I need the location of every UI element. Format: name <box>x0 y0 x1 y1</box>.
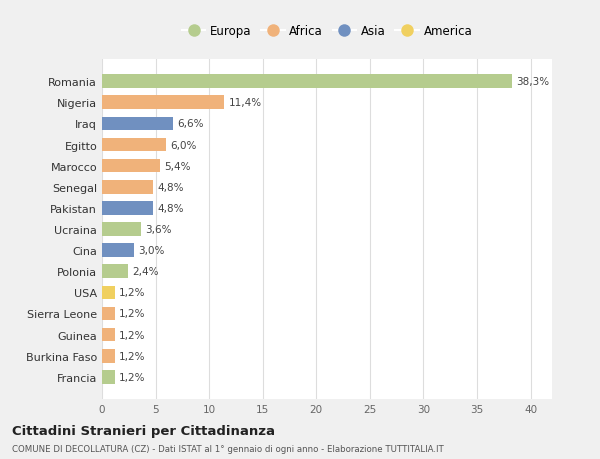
Text: 4,8%: 4,8% <box>158 203 184 213</box>
Text: COMUNE DI DECOLLATURA (CZ) - Dati ISTAT al 1° gennaio di ogni anno - Elaborazion: COMUNE DI DECOLLATURA (CZ) - Dati ISTAT … <box>12 444 444 453</box>
Text: 1,2%: 1,2% <box>119 288 146 298</box>
Bar <box>102 96 224 110</box>
Bar <box>102 328 115 342</box>
Text: 11,4%: 11,4% <box>229 98 262 108</box>
Text: 38,3%: 38,3% <box>517 77 550 87</box>
Bar <box>102 307 115 321</box>
Text: 4,8%: 4,8% <box>158 182 184 192</box>
Bar <box>102 244 134 257</box>
Text: 1,2%: 1,2% <box>119 372 146 382</box>
Bar <box>102 223 140 236</box>
Bar <box>102 202 154 215</box>
Bar <box>102 286 115 300</box>
Bar <box>102 265 128 279</box>
Text: 3,0%: 3,0% <box>139 246 165 256</box>
Bar <box>102 75 512 89</box>
Bar <box>102 370 115 384</box>
Text: 5,4%: 5,4% <box>164 161 191 171</box>
Text: 6,6%: 6,6% <box>177 119 203 129</box>
Bar <box>102 349 115 363</box>
Text: 1,2%: 1,2% <box>119 309 146 319</box>
Text: 2,4%: 2,4% <box>132 267 158 277</box>
Text: Cittadini Stranieri per Cittadinanza: Cittadini Stranieri per Cittadinanza <box>12 425 275 437</box>
Text: 1,2%: 1,2% <box>119 351 146 361</box>
Bar <box>102 117 173 131</box>
Bar <box>102 180 154 194</box>
Text: 3,6%: 3,6% <box>145 224 172 235</box>
Text: 6,0%: 6,0% <box>170 140 197 150</box>
Legend: Europa, Africa, Asia, America: Europa, Africa, Asia, America <box>182 25 472 38</box>
Bar <box>102 159 160 173</box>
Bar <box>102 138 166 152</box>
Text: 1,2%: 1,2% <box>119 330 146 340</box>
